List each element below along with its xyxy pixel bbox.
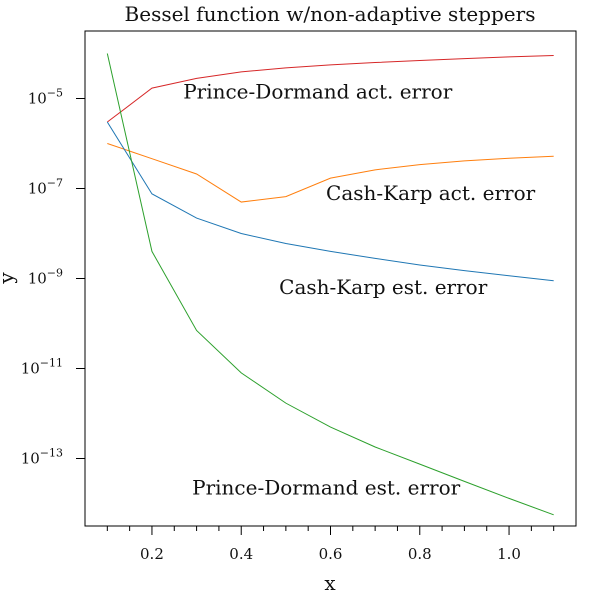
chart-title: Bessel function w/non-adaptive steppers: [125, 2, 536, 26]
y-tick-label: 10−11: [21, 357, 63, 378]
series-line-2: [107, 143, 554, 203]
y-tick-label: 10−5: [28, 87, 63, 108]
x-tick-label: 0.4: [229, 545, 253, 563]
series-line-4: [106, 53, 554, 516]
annotation-label: Cash-Karp est. error: [279, 275, 488, 299]
series-line-3: [106, 121, 554, 282]
y-axis-label: y: [0, 272, 18, 285]
annotation-label: Prince-Dormand est. error: [192, 475, 461, 499]
y-tick-label: 10−13: [21, 447, 63, 468]
y-tick-label: 10−9: [28, 267, 63, 288]
x-tick-label: 1.0: [497, 545, 521, 563]
annotation-label: Cash-Karp act. error: [326, 181, 536, 205]
x-tick-label: 0.8: [408, 545, 432, 563]
series-line-1: [107, 55, 554, 123]
x-axis-label: x: [324, 571, 336, 595]
x-tick-label: 0.6: [319, 545, 343, 563]
y-tick-label: 10−7: [28, 177, 63, 198]
plot-area: 0.2 0.4 0.6 0.8 1.0 10−5 10−7 10−9 10−11 10−13 Pri…: [21, 30, 577, 563]
x-tick-label: 0.2: [140, 545, 164, 563]
annotation-label: Prince-Dormand act. error: [183, 80, 453, 104]
